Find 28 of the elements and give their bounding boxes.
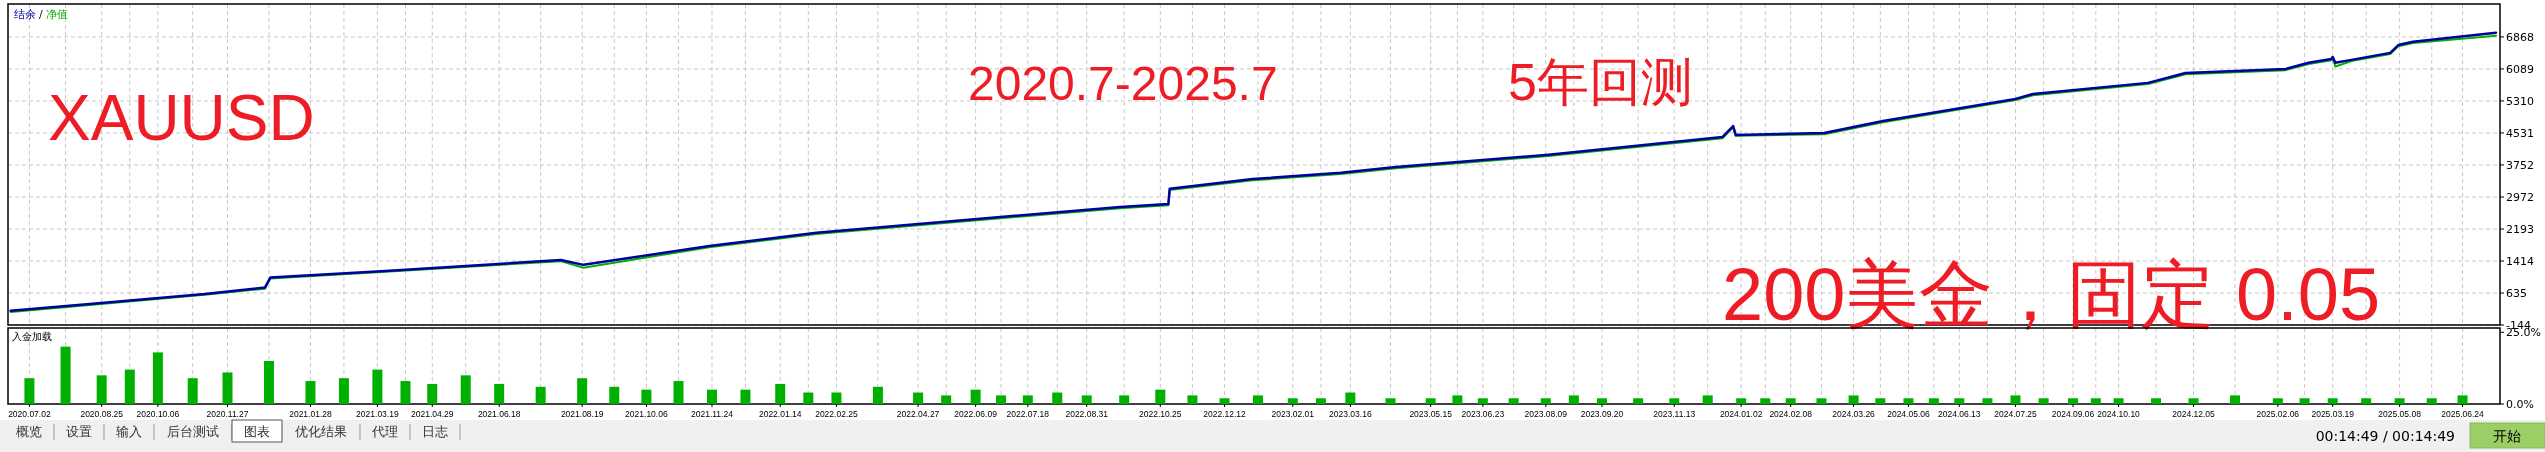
- y-tick-label: 6868: [2506, 30, 2534, 44]
- y-tick-label: 5310: [2506, 94, 2534, 108]
- annotation: 5年回测: [1508, 53, 1693, 111]
- text: 结余: [14, 8, 36, 21]
- category-label: 后台测试: [167, 424, 219, 439]
- category-label: 图表: [244, 424, 270, 439]
- text: 开始: [2493, 428, 2521, 444]
- annotation: /: [39, 8, 43, 21]
- annotation: XAUUSD: [48, 82, 315, 154]
- chart-title: 入金加载: [12, 331, 52, 342]
- text: 00:14:49 / 00:14:49: [2315, 428, 2455, 444]
- category-label: 概览: [16, 424, 42, 439]
- category-label: 输入: [116, 424, 142, 439]
- y-tick-label: 2193: [2506, 223, 2534, 236]
- annotation: 2020.7-2025.7: [968, 57, 1278, 110]
- category-label: 日志: [422, 424, 448, 439]
- category-label: 代理: [371, 424, 398, 439]
- y-tick-label: 1414: [2506, 255, 2534, 268]
- y-tick-label: 3752: [2506, 158, 2534, 172]
- y-tick-label: 6089: [2506, 62, 2534, 76]
- annotation: 200美金，固定 0.05: [1722, 253, 2381, 336]
- y-tick-label: 635: [2506, 287, 2527, 300]
- category-label: 设置: [66, 424, 92, 439]
- y-tick-label: 0.0%: [2506, 398, 2534, 411]
- y-tick-label: 4531: [2506, 126, 2534, 140]
- category-label: 优化结果: [295, 424, 347, 439]
- text: 净值: [45, 8, 68, 21]
- y-tick-label: 2972: [2506, 190, 2534, 204]
